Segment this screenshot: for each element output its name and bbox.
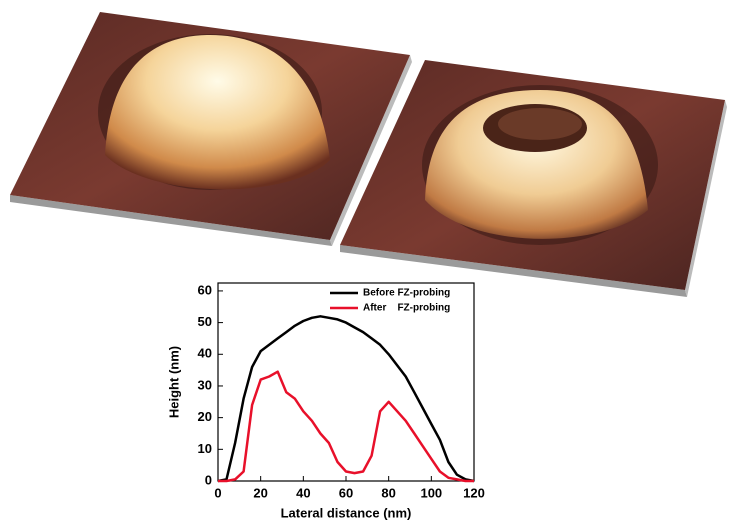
afm-image-after bbox=[340, 60, 727, 297]
x-tick-label: 120 bbox=[463, 485, 485, 500]
y-tick-label: 40 bbox=[198, 346, 212, 361]
x-tick-label: 20 bbox=[253, 485, 267, 500]
x-tick-label: 80 bbox=[381, 485, 395, 500]
afm-image-before bbox=[10, 12, 412, 246]
x-tick-label: 40 bbox=[296, 485, 310, 500]
y-tick-label: 60 bbox=[198, 282, 212, 297]
legend-label: After FZ-probing bbox=[363, 303, 450, 314]
y-axis-label: Height (nm) bbox=[166, 346, 181, 418]
x-tick-label: 100 bbox=[420, 485, 442, 500]
x-tick-label: 60 bbox=[339, 485, 353, 500]
data-line bbox=[217, 315, 475, 483]
data-line bbox=[218, 370, 474, 483]
x-tick-label: 0 bbox=[214, 485, 221, 500]
y-tick-label: 50 bbox=[198, 314, 212, 329]
x-axis-label: Lateral distance (nm) bbox=[281, 505, 412, 520]
y-tick-label: 30 bbox=[198, 377, 212, 392]
line-chart: Height (nm) Lateral distance (nm) 0 10 20 3… bbox=[166, 282, 484, 520]
legend-label: Before FZ-probing bbox=[363, 288, 450, 299]
y-tick-label: 10 bbox=[198, 441, 212, 456]
y-tick-label: 0 bbox=[205, 472, 212, 487]
y-tick-label: 20 bbox=[198, 409, 212, 424]
